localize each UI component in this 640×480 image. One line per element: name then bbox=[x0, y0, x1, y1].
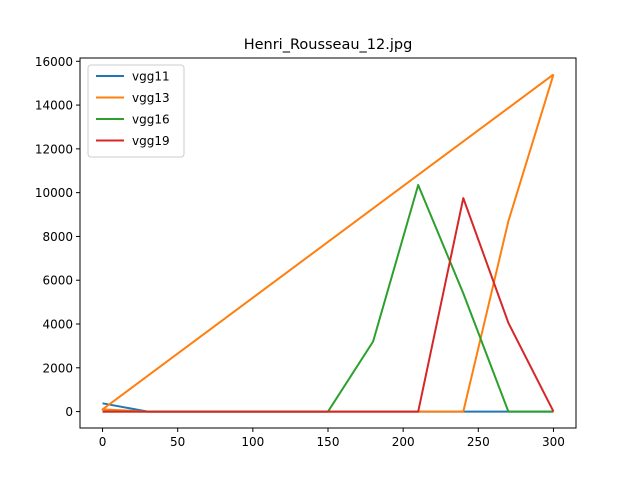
legend-box bbox=[87, 64, 185, 158]
y-tick-label: 16000 bbox=[35, 55, 73, 69]
x-tick-label: 100 bbox=[241, 435, 264, 449]
y-tick-label: 0 bbox=[65, 405, 73, 419]
legend: vgg11 vgg13 vgg16 vgg19 bbox=[87, 64, 185, 158]
y-tick-label: 12000 bbox=[35, 142, 73, 156]
y-tick-label: 14000 bbox=[35, 99, 73, 113]
plot-lines bbox=[101, 73, 555, 413]
x-tick-label: 150 bbox=[317, 435, 340, 449]
y-tick-label: 8000 bbox=[42, 230, 73, 244]
legend-label-vgg16: vgg16 bbox=[132, 113, 170, 127]
y-tick-label: 4000 bbox=[42, 318, 73, 332]
x-tick-label: 0 bbox=[99, 435, 107, 449]
y-tick-label: 6000 bbox=[42, 274, 73, 288]
legend-label-vgg11: vgg11 bbox=[132, 70, 170, 84]
x-axis: 0 50 100 150 200 250 300 bbox=[99, 428, 565, 449]
x-tick-label: 50 bbox=[170, 435, 185, 449]
y-tick-label: 2000 bbox=[42, 361, 73, 375]
x-tick-label: 250 bbox=[467, 435, 490, 449]
legend-label-vgg19: vgg19 bbox=[132, 134, 170, 148]
chart-title: Henri_Rousseau_12.jpg bbox=[244, 37, 413, 53]
legend-label-vgg13: vgg13 bbox=[132, 91, 170, 105]
y-tick-label: 10000 bbox=[35, 186, 73, 200]
x-tick-label: 300 bbox=[542, 435, 565, 449]
x-tick-label: 200 bbox=[392, 435, 415, 449]
y-axis: 0 2000 4000 6000 8000 10000 12000 14000 16000 bbox=[35, 55, 80, 419]
series-line-vgg19 bbox=[102, 197, 555, 413]
